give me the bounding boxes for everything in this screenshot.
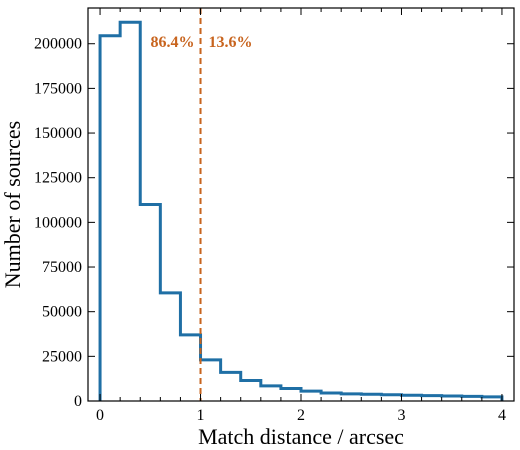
histogram-bin	[341, 394, 361, 401]
histogram-bin	[120, 22, 140, 401]
histogram-bin	[281, 388, 301, 401]
histogram-bin	[422, 396, 442, 401]
histogram-bin	[462, 396, 482, 401]
histogram-bin	[321, 393, 341, 401]
histogram-bin	[401, 395, 421, 401]
x-tick-label: 4	[498, 407, 506, 424]
histogram-bin	[241, 380, 261, 401]
histogram-bin	[381, 395, 401, 401]
y-tick-label: 0	[74, 393, 82, 410]
x-axis-title: Match distance / arcsec	[198, 424, 404, 449]
y-tick-label: 100000	[34, 214, 82, 231]
y-tick-label: 175000	[34, 80, 82, 97]
annotation-left-percent: 86.4%	[151, 34, 195, 51]
histogram-bin	[261, 386, 281, 401]
plot-layer	[98, 8, 504, 402]
histogram-series	[98, 20, 504, 401]
y-tick-label: 50000	[42, 304, 82, 321]
x-tick-label: 1	[197, 407, 205, 424]
y-tick-label: 75000	[42, 259, 82, 276]
histogram-bin	[442, 396, 462, 401]
x-tick-label: 0	[96, 407, 104, 424]
histogram-bin	[160, 293, 180, 401]
y-tick-label: 25000	[42, 348, 82, 365]
histogram-bin	[361, 394, 381, 401]
histogram-bin	[140, 205, 160, 402]
y-tick-label: 125000	[34, 170, 82, 187]
x-tick-label: 2	[297, 407, 305, 424]
histogram-bin	[301, 391, 321, 401]
annotation-right-percent: 13.6%	[209, 34, 253, 51]
histogram-bin	[221, 372, 241, 401]
histogram-bin	[180, 335, 200, 401]
histogram-bin	[201, 360, 221, 401]
histogram-bin	[482, 397, 502, 401]
histogram-bin	[100, 36, 120, 401]
y-axis-title: Number of sources	[0, 121, 25, 288]
axes-layer: 0 1 2 3 4 0 25000 50000 75000 100000 125000 150000 1…	[34, 7, 515, 424]
x-tick-label: 3	[397, 407, 405, 424]
y-tick-label: 150000	[34, 125, 82, 142]
y-tick-label: 200000	[34, 36, 82, 53]
